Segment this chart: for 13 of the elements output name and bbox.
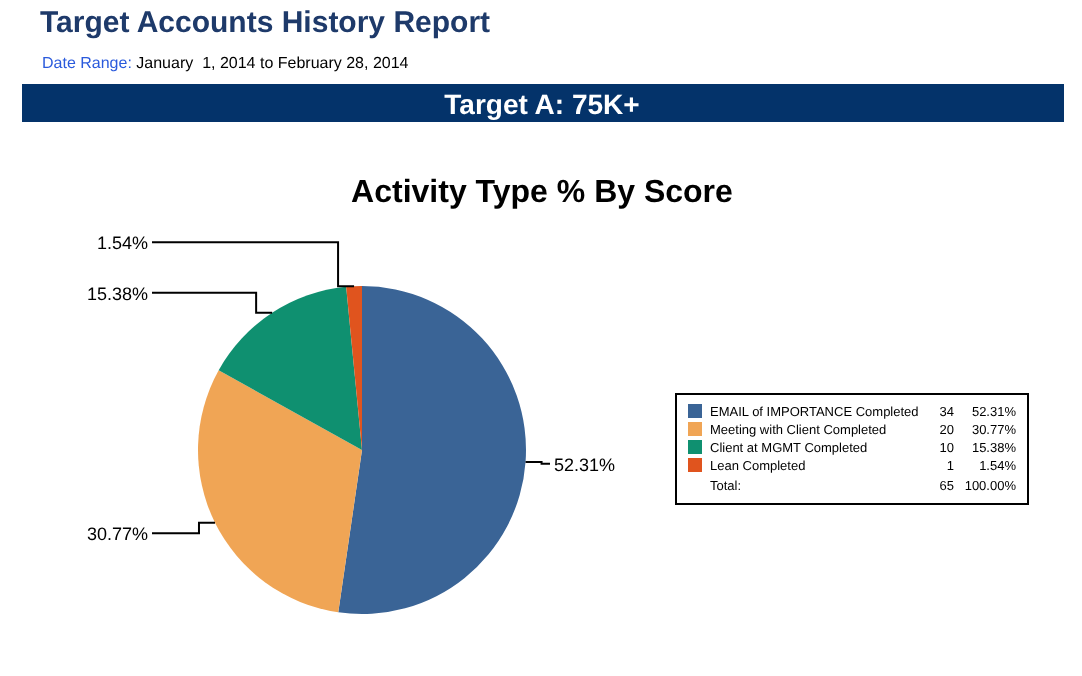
pie-slice [198,370,362,613]
chart-title: Activity Type % By Score [351,176,734,210]
text: Target A: 75K+ [444,88,640,120]
pie-slice [338,286,526,614]
data-label: 52.31% [554,454,616,475]
pie-slice [346,286,362,450]
pie-slice [218,286,362,450]
text: January 1, 2014 to February 28, 2014 [131,54,410,72]
text: Target Accounts History Report [40,6,491,40]
data-label: 1.54% [96,233,148,254]
data-label: 15.38% [86,283,148,304]
text: Date Range: [42,54,132,72]
data-label: 30.77% [86,524,148,545]
